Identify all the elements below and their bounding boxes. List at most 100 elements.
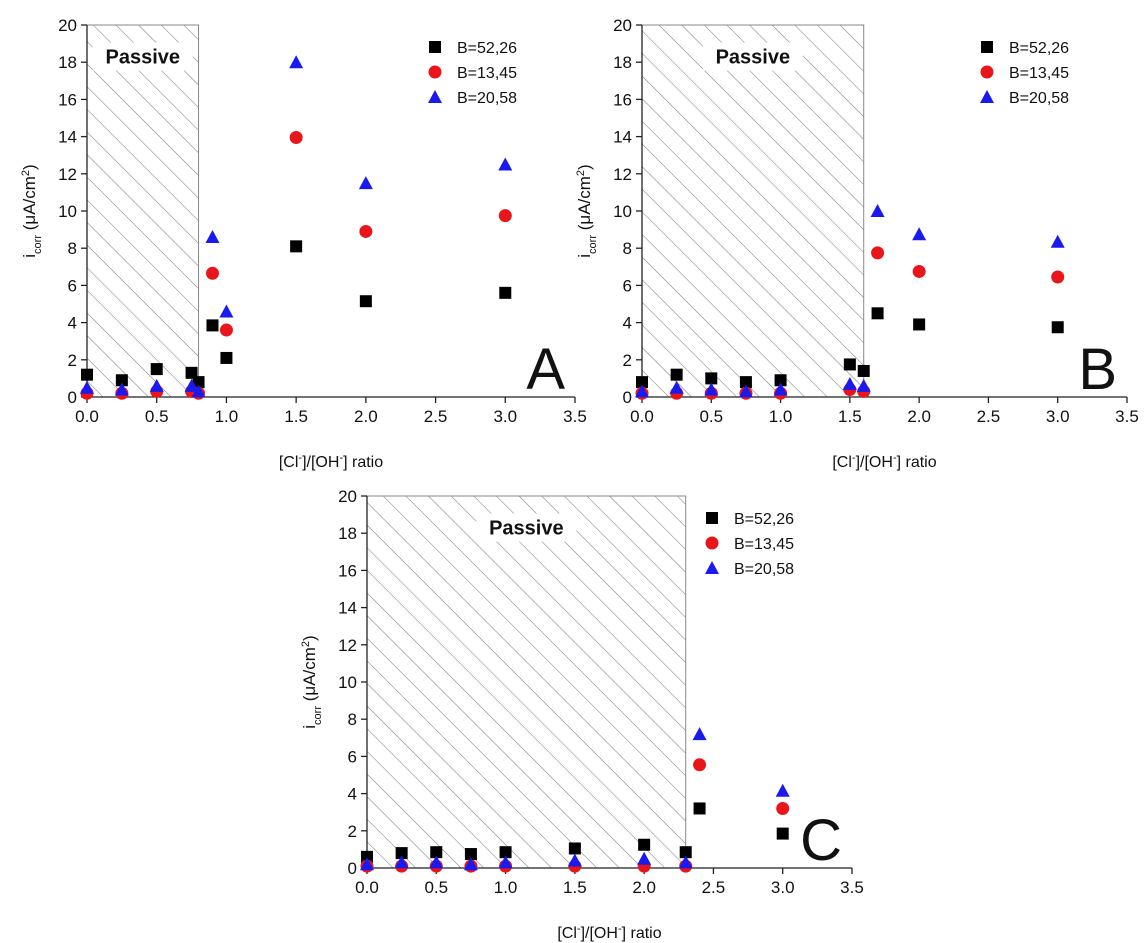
- passive-region: [366, 495, 687, 869]
- annotation: Passive: [716, 47, 791, 69]
- label-part: ): [300, 635, 319, 641]
- y-tick-label: 20: [58, 16, 77, 35]
- marker-square: [670, 368, 683, 381]
- label-part: corr: [312, 706, 324, 725]
- marker-triangle: [870, 204, 885, 217]
- legend-marker: [428, 90, 442, 103]
- marker-triangle: [184, 378, 199, 392]
- label-part: -: [577, 923, 581, 935]
- label-part: -: [339, 452, 343, 464]
- y-tick-label: 10: [613, 202, 632, 221]
- legend-label: B=52,26: [457, 40, 517, 57]
- y-tick-label: 2: [68, 351, 77, 370]
- marker-circle: [871, 246, 885, 260]
- y-tick-label: 12: [613, 165, 632, 184]
- legend-label: B=20,58: [1009, 90, 1069, 107]
- marker-square: [774, 374, 787, 387]
- y-tick-label: 8: [623, 239, 632, 258]
- marker-square: [568, 842, 581, 855]
- marker-square: [150, 363, 163, 376]
- marker-square: [776, 827, 789, 840]
- legend-label: B=20,58: [734, 561, 794, 578]
- y-axis-label: icorr (μA/cm2): [300, 635, 324, 728]
- panel-label: A: [526, 337, 565, 402]
- y-tick-label: 6: [68, 276, 77, 295]
- legend-marker: [705, 561, 719, 574]
- label-part: ]/[OH: [856, 454, 893, 471]
- marker-square: [290, 240, 303, 253]
- y-tick-label: 4: [623, 314, 632, 333]
- marker-square: [843, 358, 856, 371]
- y-tick-label: 8: [68, 239, 77, 258]
- marker-square: [871, 307, 884, 320]
- marker-circle: [912, 264, 926, 278]
- marker-square: [739, 376, 752, 389]
- label-part: 2: [575, 170, 587, 176]
- label-part: corr: [32, 235, 44, 254]
- label-part: (μA/cm: [300, 647, 319, 706]
- y-tick-label: 0: [68, 388, 77, 407]
- marker-square: [206, 319, 219, 332]
- marker-triangle: [114, 382, 129, 396]
- panel-label: B: [1078, 337, 1117, 402]
- y-tick-label: 2: [348, 822, 357, 841]
- marker-triangle: [149, 378, 164, 392]
- x-tick-label: 3.0: [771, 878, 795, 897]
- x-tick-label: 2.5: [702, 878, 726, 897]
- label-part: (μA/cm: [575, 176, 594, 235]
- x-tick-label: 3.0: [1046, 407, 1070, 426]
- marker-triangle: [669, 380, 684, 394]
- label-part: i: [575, 254, 594, 258]
- marker-square: [361, 850, 373, 863]
- legend-label: B=13,45: [734, 536, 794, 553]
- marker-square: [115, 374, 128, 387]
- y-tick-label: 12: [58, 165, 77, 184]
- y-axis-label: icorr (μA/cm2): [20, 164, 44, 257]
- x-tick-label: 0.0: [355, 878, 379, 897]
- marker-square: [638, 838, 651, 851]
- label-part: 2: [20, 170, 32, 176]
- legend-label: B=13,45: [457, 65, 517, 82]
- x-tick-label: 1.5: [838, 407, 862, 426]
- x-tick-label: 1.0: [494, 878, 518, 897]
- legend-marker: [980, 90, 994, 103]
- panel-label: C: [800, 808, 842, 873]
- label-part: [Cl: [832, 454, 852, 471]
- x-tick-label: 2.0: [907, 407, 931, 426]
- legend-marker: [429, 41, 441, 53]
- label-part: -: [298, 452, 302, 464]
- x-tick-label: 1.0: [215, 407, 239, 426]
- annotation-bg: [476, 513, 577, 542]
- x-tick-label: 3.5: [840, 878, 864, 897]
- marker-square: [913, 318, 926, 331]
- marker-square: [185, 366, 198, 379]
- marker-circle: [289, 131, 303, 145]
- label-part: -: [618, 923, 622, 935]
- label-part: ] ratio: [343, 454, 383, 471]
- marker-triangle: [738, 384, 753, 398]
- marker-circle: [205, 266, 219, 280]
- passive-region: [641, 24, 865, 398]
- marker-triangle: [80, 380, 94, 394]
- label-part: -: [893, 452, 897, 464]
- y-tick-label: 14: [338, 599, 357, 618]
- marker-circle: [693, 758, 707, 772]
- label-part: -: [852, 452, 856, 464]
- label-part: ]/[OH: [302, 454, 339, 471]
- x-tick-label: 2.5: [977, 407, 1001, 426]
- legend-marker: [428, 65, 442, 79]
- marker-triangle: [842, 376, 857, 390]
- marker-triangle: [1050, 234, 1065, 248]
- marker-square: [430, 846, 443, 859]
- y-tick-label: 10: [58, 202, 77, 221]
- marker-triangle: [360, 857, 374, 871]
- marker-square: [857, 364, 870, 377]
- y-tick-label: 20: [338, 487, 357, 506]
- marker-triangle: [773, 382, 788, 396]
- marker-triangle: [219, 304, 234, 318]
- x-axis-label: [Cl-]/[OH-] ratio: [279, 452, 383, 471]
- y-tick-label: 20: [613, 16, 632, 35]
- marker-square: [220, 351, 233, 364]
- y-tick-label: 8: [348, 710, 357, 729]
